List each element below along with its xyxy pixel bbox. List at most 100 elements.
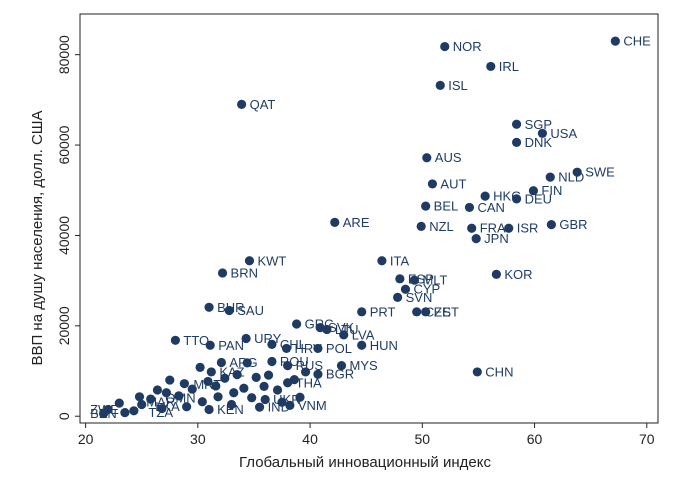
data-label: HKG: [493, 189, 521, 204]
data-label: CHL: [280, 337, 306, 352]
data-label: OMN: [165, 391, 195, 406]
data-label: ESP: [408, 271, 434, 286]
data-point: [277, 397, 287, 407]
data-label: GBR: [559, 217, 587, 232]
data-point: [242, 358, 252, 368]
data-label: ISR: [517, 221, 539, 236]
data-point: [213, 392, 223, 402]
axes: 20 30 40 50 60 70 0 20000 40000 60000 80000: [56, 13, 659, 447]
data-point: [161, 388, 172, 398]
data-label: MLT: [422, 273, 447, 288]
data-label: TTO: [183, 333, 209, 348]
data-point: [511, 119, 522, 129]
data-label: SAU: [237, 303, 264, 318]
x-tick-label: 40: [302, 431, 318, 447]
x-tick-label: 60: [527, 431, 543, 447]
data-point: [182, 402, 192, 412]
data-point: [504, 223, 514, 233]
data-point: [267, 339, 277, 349]
data-label: NLD: [558, 170, 584, 185]
data-point: [330, 217, 340, 227]
x-tick-label: 70: [639, 431, 655, 447]
data-point: [511, 137, 522, 147]
data-label: VNM: [298, 398, 327, 413]
data-points: [98, 36, 620, 419]
data-label: SGP: [525, 117, 552, 132]
data-point: [237, 99, 247, 109]
data-point: [232, 370, 242, 380]
plot-frame: [79, 13, 659, 424]
data-label: AUS: [435, 150, 462, 165]
data-label: SWE: [585, 165, 615, 180]
data-label: LVA: [352, 327, 375, 342]
data-point: [146, 394, 156, 404]
data-point: [244, 256, 255, 266]
data-label: RUS: [296, 358, 324, 373]
data-point: [546, 220, 556, 230]
data-point: [409, 275, 420, 285]
data-point: [267, 356, 277, 367]
data-label: GRC: [305, 317, 334, 332]
data-label: AUT: [440, 176, 466, 191]
data-point: [114, 398, 124, 408]
data-point: [152, 385, 163, 395]
data-point: [205, 340, 215, 350]
y-axis-title: ВВП на душу населения, долл. США: [29, 110, 46, 365]
data-label: FIN: [541, 183, 562, 198]
data-label: ROU: [280, 354, 309, 369]
data-point: [195, 362, 205, 373]
data-label: BHR: [217, 300, 244, 315]
y-tick-label: 80000: [56, 35, 72, 74]
data-point: [528, 186, 539, 196]
data-point: [572, 167, 582, 177]
data-point: [272, 385, 283, 395]
data-point: [336, 361, 347, 371]
data-point: [537, 128, 548, 138]
data-label: HUN: [370, 338, 398, 353]
data-point: [472, 367, 482, 377]
data-point: [422, 153, 432, 163]
data-point: [129, 406, 139, 416]
data-label: MAR: [146, 394, 175, 409]
data-label: DEU: [525, 191, 552, 206]
y-tick-label: 60000: [56, 125, 72, 164]
data-label: EST: [434, 304, 459, 319]
data-label: IRL: [499, 59, 519, 74]
data-point: [491, 269, 501, 279]
data-label: THA: [296, 375, 322, 390]
data-point: [241, 333, 251, 344]
data-point: [427, 179, 438, 189]
data-point: [254, 402, 265, 412]
data-label: CHE: [623, 34, 651, 49]
data-point: [464, 202, 475, 213]
data-point: [313, 343, 323, 354]
data-point: [421, 307, 431, 317]
data-point: [187, 384, 197, 394]
data-point: [440, 41, 450, 52]
data-point: [357, 307, 367, 317]
data-point: [339, 330, 349, 340]
data-point: [137, 399, 147, 410]
data-label: POL: [326, 341, 352, 356]
data-point: [251, 372, 261, 382]
x-axis-title: Глобальный инновационный индекс: [239, 454, 491, 471]
data-point: [377, 256, 387, 266]
data-label: SVK: [328, 320, 354, 335]
data-label: LKA: [155, 399, 180, 414]
data-point: [545, 172, 555, 182]
data-point: [300, 367, 311, 377]
data-point: [486, 61, 496, 72]
data-point: [480, 191, 490, 201]
data-label: MRT: [193, 377, 221, 392]
data-point: [421, 201, 431, 211]
data-point: [610, 36, 620, 46]
data-label: ITA: [390, 253, 410, 268]
data-point: [224, 305, 234, 316]
data-point: [157, 403, 167, 414]
data-point: [467, 223, 477, 233]
data-label: HRV: [295, 341, 323, 356]
data-point: [416, 221, 426, 232]
data-label: DNK: [525, 135, 553, 150]
